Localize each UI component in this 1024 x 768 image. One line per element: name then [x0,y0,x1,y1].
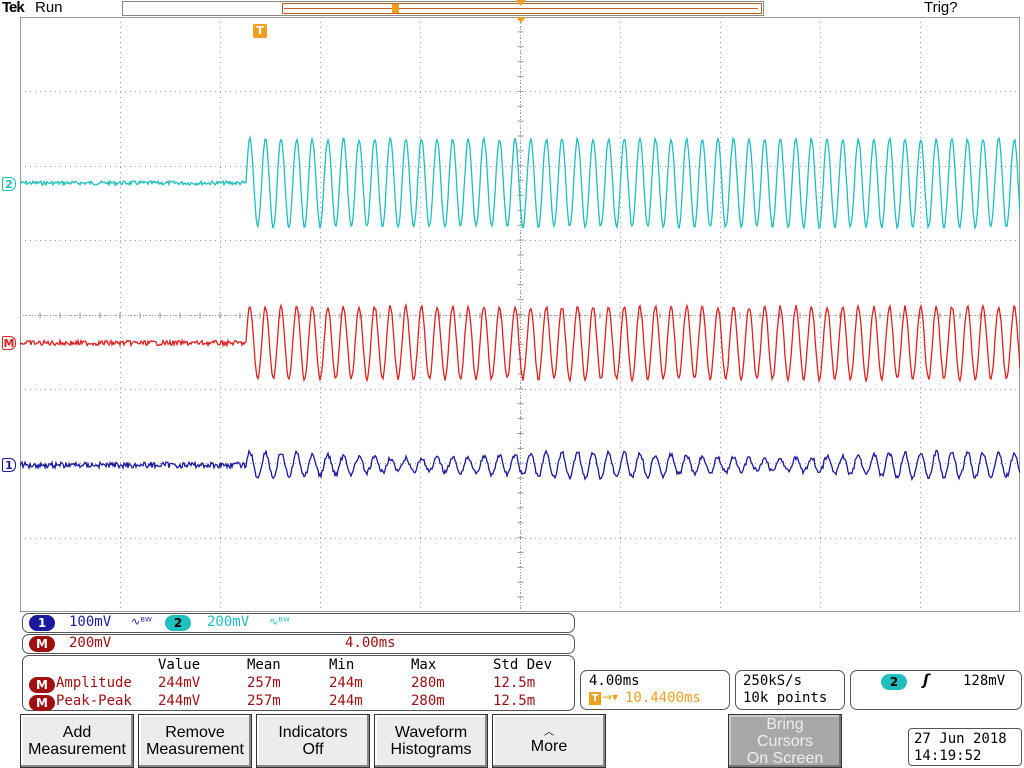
remove-measurement-label-1: Remove [165,724,225,741]
graticule-grid [20,17,1020,612]
date: 27 Jun 2018 [914,731,1007,747]
horizontal-readout[interactable]: 4.00ms T →▾ 10.4400ms [580,670,730,710]
header-mean: Mean [247,657,281,673]
math-ground-marker[interactable]: M [2,336,16,350]
arrow-down-icon: →▾ [602,690,619,704]
indicators-off-button[interactable]: Indicators Off [256,714,370,768]
more-button[interactable]: ︿ More [492,714,606,768]
row2-value: 244mV [158,693,201,709]
header-max: Max [411,657,437,673]
ch2-waveform [20,135,1020,231]
indicators-label-2: Off [302,741,324,758]
run-state[interactable]: Run [35,0,63,16]
add-measurement-label-1: Add [62,724,92,741]
row1-name: Amplitude [56,675,132,691]
bandwidth-limit-icon: ∿ᴮᵂ [269,615,290,628]
trigger-status: Trig? [924,0,958,16]
remove-measurement-label-2: Measurement [146,741,244,758]
record-trigger-icon [392,4,399,13]
math-timebase: 4.00ms [345,635,396,651]
row1-std: 12.5m [493,675,536,691]
row1-value: 244mV [158,675,201,691]
ch2-scale: 200mV [207,614,250,630]
ch2-ground-marker[interactable]: 2 [2,177,16,191]
time: 14:19:52 [914,748,982,764]
trigger-position-arrow-icon [516,0,526,6]
rising-edge-icon: ʃ [923,671,930,689]
row2-min: 244m [329,693,363,709]
brand-logo: Tek [2,0,25,16]
horizontal-scale: 4.00ms [589,673,640,689]
trigger-source-badge: 2 [881,674,907,690]
ch1-ground-marker[interactable]: 1 [2,458,16,472]
more-label: More [530,737,568,755]
record-view-line [284,8,758,9]
horizontal-position: 10.4400ms [625,690,701,706]
ch1-scale: 100mV [69,614,112,630]
waveform-traces [20,135,1020,482]
header-value: Value [158,657,201,673]
row1-max: 280m [411,675,445,691]
header-std-dev: Std Dev [493,657,553,673]
trigger-level: 128mV [963,673,1006,689]
add-measurement-label-2: Measurement [28,741,126,758]
math-scale: 200mV [69,635,112,651]
row1-source-badge: M [29,677,55,693]
add-measurement-button[interactable]: Add Measurement [20,714,134,768]
waveform-display[interactable] [20,17,1020,612]
remove-measurement-button[interactable]: Remove Measurement [138,714,252,768]
math-readout-panel[interactable]: M 200mV 4.00ms [22,634,575,654]
acquisition-readout[interactable]: 250kS/s 10k points [735,670,845,710]
ch2-badge: 2 [165,615,191,631]
histograms-label-1: Waveform [394,724,468,741]
cursors-label-1: Bring [766,715,804,733]
trigger-level-arrow-icon [516,17,526,23]
sample-rate: 250kS/s [743,673,803,689]
measurement-table[interactable]: Value Mean Min Max Std Dev M Amplitude 2… [22,655,575,711]
trigger-position-icon: T [589,692,601,705]
row2-name: Peak-Peak [56,693,132,709]
header-min: Min [329,657,355,673]
math-waveform [20,303,1020,384]
row2-mean: 257m [247,693,281,709]
trigger-position-marker[interactable]: T [253,24,267,38]
datetime-display: 27 Jun 2018 14:19:52 [908,728,1022,766]
row2-std: 12.5m [493,693,536,709]
bandwidth-limit-icon: ∿ᴮᵂ [131,615,152,628]
row1-mean: 257m [247,675,281,691]
waveform-histograms-button[interactable]: Waveform Histograms [374,714,488,768]
ch1-badge: 1 [29,615,55,631]
channel-readout-panel[interactable]: 1 100mV ∿ᴮᵂ 2 200mV ∿ᴮᵂ [22,613,575,633]
trigger-readout[interactable]: 2 ʃ 128mV [850,670,1022,710]
row2-max: 280m [411,693,445,709]
math-badge: M [29,636,55,652]
ch1-waveform [20,448,1020,482]
histograms-label-2: Histograms [390,741,472,758]
more-arc-icon: ︿ [544,726,554,738]
indicators-label-1: Indicators [278,724,348,741]
record-length: 10k points [743,690,828,706]
row1-min: 244m [329,675,363,691]
bring-cursors-button[interactable]: Bring Cursors On Screen [728,714,842,768]
cursors-label-3: On Screen [746,749,824,767]
row2-source-badge: M [29,695,55,711]
cursors-label-2: Cursors [756,732,813,750]
